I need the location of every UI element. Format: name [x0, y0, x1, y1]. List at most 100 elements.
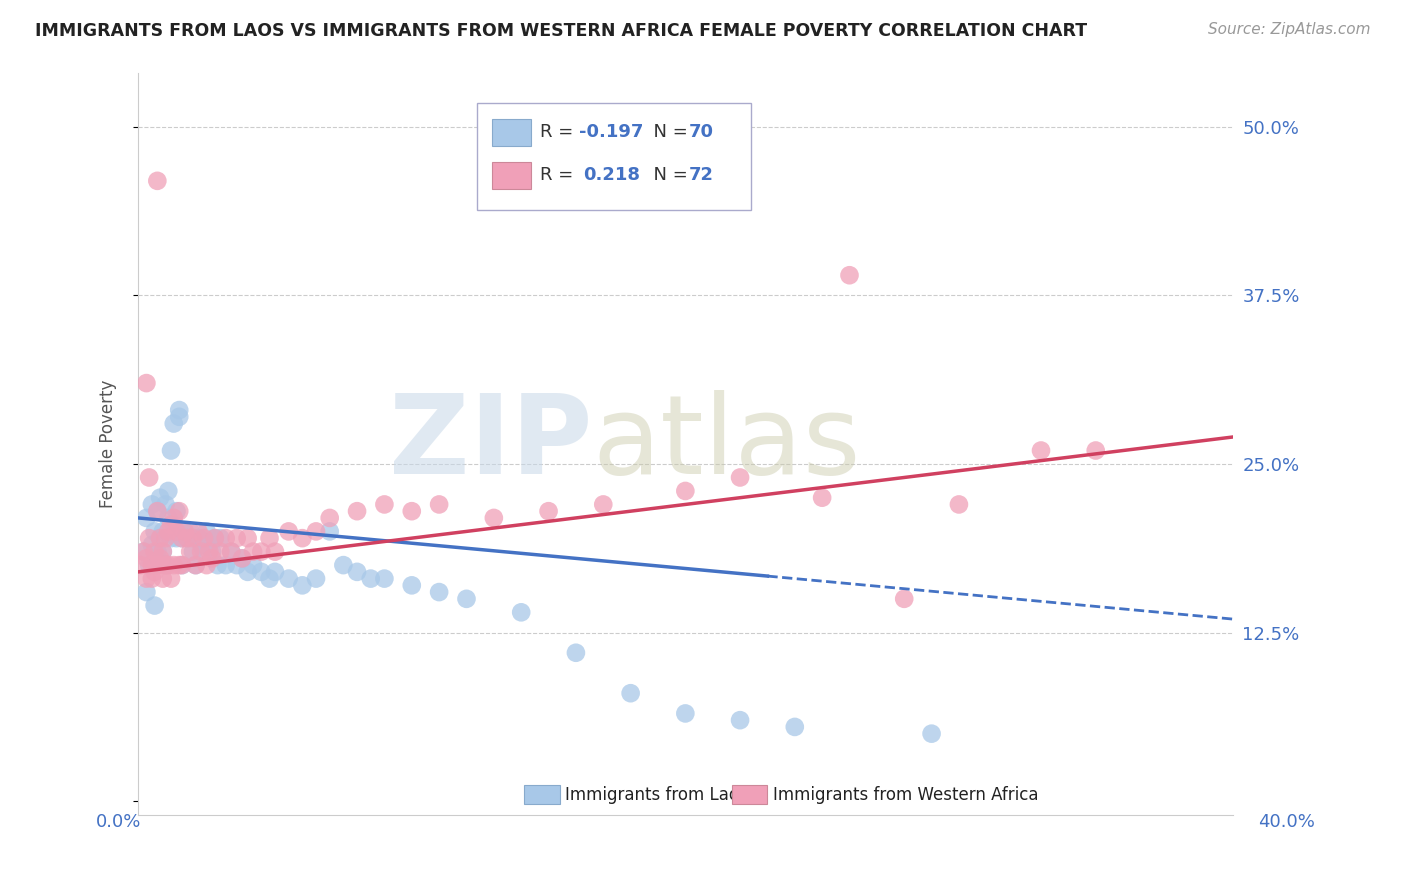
Point: [166, 531, 188, 545]
Point: [141, 558, 163, 573]
Point: [163, 517, 186, 532]
Point: [921, 726, 943, 740]
Point: [259, 572, 281, 586]
Point: [215, 558, 238, 573]
Point: [149, 531, 172, 545]
Point: [360, 572, 382, 586]
Point: [138, 470, 160, 484]
Point: [179, 544, 201, 558]
Point: [783, 720, 806, 734]
Point: [510, 605, 533, 619]
Point: [155, 498, 177, 512]
Point: [176, 531, 198, 545]
Point: [170, 558, 193, 573]
FancyBboxPatch shape: [492, 162, 531, 189]
Text: 0.218: 0.218: [583, 166, 641, 184]
Point: [811, 491, 834, 505]
Point: [155, 558, 177, 573]
Point: [427, 585, 450, 599]
Text: atlas: atlas: [592, 391, 860, 497]
Point: [893, 591, 915, 606]
Point: [135, 551, 157, 566]
Point: [242, 558, 264, 573]
Point: [204, 531, 226, 545]
Point: [193, 531, 215, 545]
Point: [184, 558, 207, 573]
Point: [170, 558, 193, 573]
Point: [143, 565, 166, 579]
Point: [250, 565, 273, 579]
Point: [215, 531, 238, 545]
Point: [728, 713, 751, 727]
Point: [179, 524, 201, 539]
Point: [1029, 443, 1052, 458]
Point: [135, 511, 157, 525]
Point: [198, 544, 221, 558]
Point: [838, 268, 860, 283]
Point: [291, 531, 314, 545]
Point: [318, 524, 340, 539]
Point: [149, 531, 172, 545]
Point: [373, 498, 395, 512]
Point: [149, 551, 172, 566]
Text: Immigrants from Western Africa: Immigrants from Western Africa: [773, 786, 1039, 804]
Point: [157, 558, 180, 573]
Point: [195, 558, 218, 573]
Point: [152, 544, 174, 558]
Point: [135, 572, 157, 586]
Point: [201, 544, 224, 558]
Point: [132, 544, 155, 558]
Point: [332, 558, 354, 573]
Point: [143, 558, 166, 573]
Text: R =: R =: [540, 166, 585, 184]
Point: [291, 578, 314, 592]
Point: [620, 686, 643, 700]
Point: [170, 531, 193, 545]
Point: [152, 572, 174, 586]
Point: [204, 531, 226, 545]
Point: [187, 524, 209, 539]
Point: [157, 511, 180, 525]
Point: [160, 531, 183, 545]
Point: [401, 504, 423, 518]
Point: [236, 565, 259, 579]
Point: [155, 531, 177, 545]
Point: [190, 544, 212, 558]
Point: [673, 706, 696, 721]
Point: [166, 504, 188, 518]
Point: [146, 504, 169, 518]
FancyBboxPatch shape: [733, 785, 768, 805]
Point: [456, 591, 478, 606]
Text: 70: 70: [689, 122, 714, 141]
Point: [184, 558, 207, 573]
Text: 0.0%: 0.0%: [96, 814, 141, 831]
Point: [163, 417, 186, 431]
Point: [195, 524, 218, 539]
Point: [160, 443, 183, 458]
Text: 40.0%: 40.0%: [1258, 814, 1315, 831]
Point: [146, 544, 169, 558]
Text: Source: ZipAtlas.com: Source: ZipAtlas.com: [1208, 22, 1371, 37]
Point: [152, 524, 174, 539]
Point: [163, 558, 186, 573]
Text: ZIP: ZIP: [389, 391, 592, 497]
Text: IMMIGRANTS FROM LAOS VS IMMIGRANTS FROM WESTERN AFRICA FEMALE POVERTY CORRELATIO: IMMIGRANTS FROM LAOS VS IMMIGRANTS FROM …: [35, 22, 1087, 40]
Y-axis label: Female Poverty: Female Poverty: [100, 380, 117, 508]
Point: [259, 531, 281, 545]
Point: [305, 572, 328, 586]
Point: [138, 531, 160, 545]
Point: [187, 531, 209, 545]
Point: [264, 544, 287, 558]
Point: [160, 517, 183, 532]
Text: N =: N =: [641, 166, 693, 184]
Point: [346, 504, 368, 518]
Point: [948, 498, 970, 512]
Point: [173, 524, 195, 539]
Point: [225, 558, 247, 573]
Point: [181, 544, 204, 558]
Point: [141, 538, 163, 552]
Point: [193, 544, 215, 558]
Point: [141, 572, 163, 586]
Point: [401, 578, 423, 592]
Point: [250, 544, 273, 558]
